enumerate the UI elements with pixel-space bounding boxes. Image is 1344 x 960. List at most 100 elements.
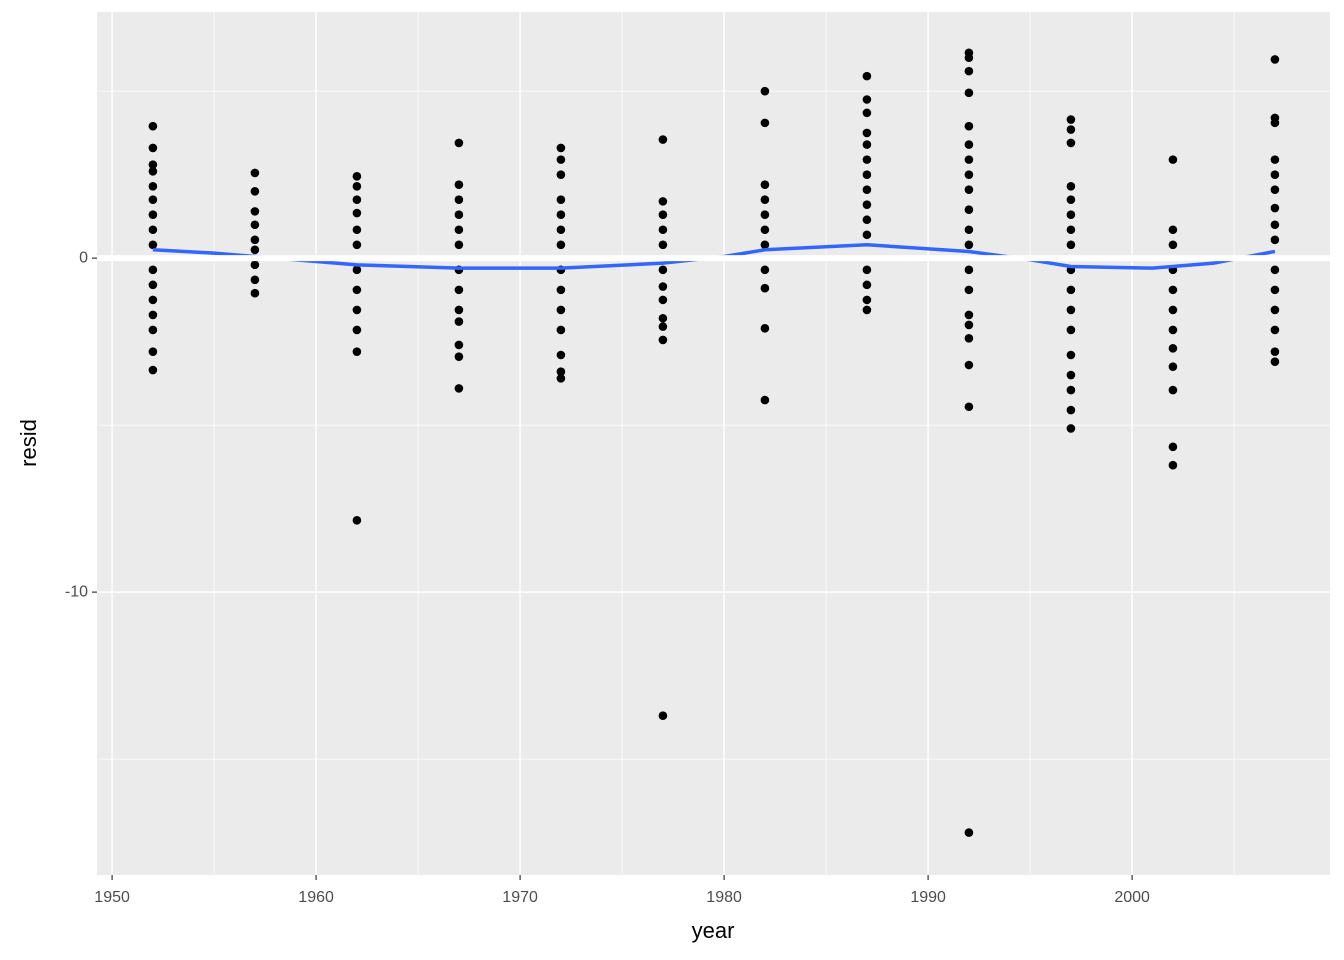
point	[352, 516, 362, 525]
point	[1066, 305, 1076, 315]
point	[352, 208, 362, 218]
point	[1270, 220, 1280, 230]
point	[1168, 305, 1178, 315]
point	[658, 225, 668, 235]
point	[658, 265, 668, 275]
point	[1066, 210, 1076, 220]
point	[658, 313, 668, 323]
point	[250, 235, 260, 245]
point	[1270, 185, 1280, 194]
point	[862, 265, 872, 275]
point	[148, 365, 158, 375]
point	[658, 711, 668, 720]
point	[1168, 285, 1178, 295]
point	[964, 310, 974, 320]
point	[760, 195, 770, 204]
point	[1270, 203, 1280, 213]
point	[148, 347, 158, 356]
point	[1270, 118, 1280, 128]
point	[1066, 385, 1076, 395]
point	[1270, 357, 1280, 366]
point	[454, 340, 464, 350]
point	[760, 86, 770, 96]
point	[964, 265, 974, 275]
point	[1066, 195, 1076, 204]
point	[1270, 235, 1280, 245]
point	[964, 320, 974, 330]
point	[658, 322, 668, 331]
point	[556, 170, 566, 179]
point	[1066, 182, 1076, 191]
point	[250, 288, 260, 298]
point	[454, 195, 464, 204]
point	[1270, 305, 1280, 315]
point	[760, 180, 770, 189]
y-tick-label: -10	[65, 583, 88, 600]
x-axis-title: year	[692, 918, 735, 943]
point	[964, 333, 974, 343]
point	[1270, 347, 1280, 356]
point	[1168, 240, 1178, 250]
x-tick-label: 1990	[910, 889, 946, 906]
point	[556, 367, 566, 376]
point	[658, 295, 668, 305]
point	[352, 305, 362, 315]
point	[454, 138, 464, 148]
point	[148, 182, 158, 191]
point	[964, 240, 974, 250]
point	[862, 185, 872, 194]
point	[352, 240, 362, 250]
point	[964, 155, 974, 164]
point	[148, 280, 158, 290]
point	[352, 172, 362, 181]
point	[454, 210, 464, 220]
point	[862, 215, 872, 225]
point	[148, 240, 158, 250]
x-tick-label: 1980	[706, 889, 742, 906]
point	[862, 128, 872, 138]
point	[658, 210, 668, 220]
point	[1066, 225, 1076, 235]
point	[454, 305, 464, 315]
point	[250, 187, 260, 196]
point	[658, 335, 668, 345]
y-tick-label: 0	[79, 249, 88, 266]
point	[556, 143, 566, 153]
point	[1066, 405, 1076, 415]
point	[658, 197, 668, 206]
point	[862, 200, 872, 210]
point	[352, 182, 362, 191]
point	[1168, 155, 1178, 164]
point	[760, 240, 770, 250]
point	[148, 143, 158, 153]
point	[760, 283, 770, 293]
point	[250, 260, 260, 270]
point	[1066, 240, 1076, 250]
point	[148, 310, 158, 320]
point	[250, 275, 260, 285]
point	[1168, 385, 1178, 395]
point	[250, 207, 260, 216]
point	[1270, 55, 1280, 64]
point	[556, 305, 566, 315]
y-axis-title: resid	[16, 419, 41, 467]
point	[964, 402, 974, 412]
point	[862, 71, 872, 81]
point	[556, 285, 566, 295]
point	[454, 285, 464, 295]
point	[1066, 350, 1076, 360]
point	[862, 95, 872, 104]
point	[352, 225, 362, 235]
point	[148, 265, 158, 275]
point	[964, 285, 974, 295]
point	[148, 210, 158, 220]
point	[1270, 265, 1280, 275]
point	[352, 325, 362, 335]
point	[964, 170, 974, 179]
point	[148, 160, 158, 169]
point	[862, 295, 872, 305]
point	[250, 220, 260, 230]
point	[454, 384, 464, 393]
point	[352, 285, 362, 295]
point	[964, 225, 974, 235]
